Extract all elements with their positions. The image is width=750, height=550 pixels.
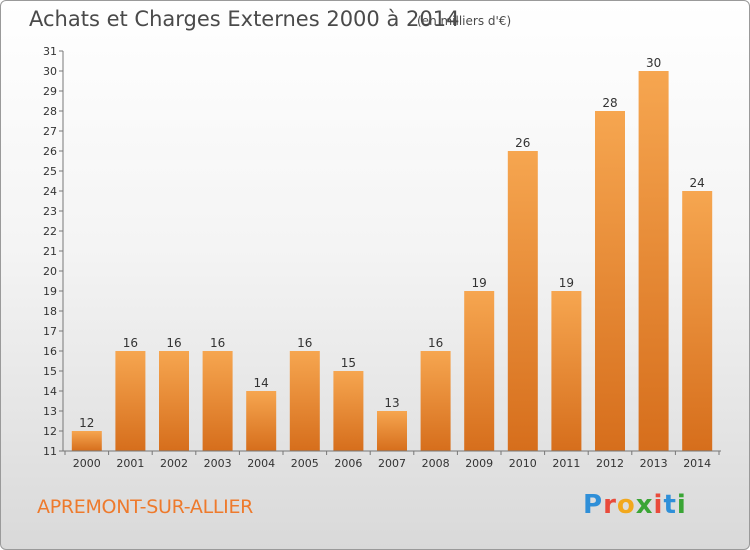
y-tick-label: 16 <box>43 345 57 358</box>
x-tick-label: 2014 <box>683 457 711 470</box>
x-tick-label: 2005 <box>291 457 319 470</box>
bar <box>507 151 538 451</box>
y-tick-label: 27 <box>43 125 57 138</box>
bar-value-label: 16 <box>210 336 225 350</box>
x-tick-label: 2000 <box>73 457 101 470</box>
logo-letter: o <box>616 490 636 520</box>
bar-value-label: 28 <box>602 96 617 110</box>
bar <box>551 291 582 451</box>
y-tick-label: 19 <box>43 285 57 298</box>
bar-value-label: 26 <box>515 136 530 150</box>
x-tick-label: 2009 <box>465 457 493 470</box>
x-tick-label: 2003 <box>204 457 232 470</box>
bar-value-label: 13 <box>384 396 399 410</box>
bar <box>420 351 451 451</box>
x-tick-label: 2011 <box>552 457 580 470</box>
bar <box>377 411 407 451</box>
bar <box>246 391 277 451</box>
chart-title: Achats et Charges Externes 2000 à 2014 <box>29 7 460 31</box>
y-tick-label: 21 <box>43 245 57 258</box>
bar <box>115 351 146 451</box>
bar-value-label: 14 <box>254 376 269 390</box>
y-tick-label: 23 <box>43 205 57 218</box>
x-tick-label: 2012 <box>596 457 624 470</box>
y-tick-label: 26 <box>43 145 57 158</box>
y-tick-label: 11 <box>43 445 57 458</box>
chart-unit: (en milliers d'€) <box>417 14 512 28</box>
bar-value-label: 19 <box>472 276 487 290</box>
y-tick-label: 13 <box>43 405 57 418</box>
y-tick-label: 22 <box>43 225 57 238</box>
bar-value-label: 24 <box>690 176 705 190</box>
city-name: APREMONT-SUR-ALLIER <box>37 496 254 518</box>
y-tick-label: 20 <box>43 265 57 278</box>
logo-letter: t <box>663 490 677 520</box>
logo-letter: r <box>603 490 617 520</box>
logo-letter: i <box>676 490 687 520</box>
x-tick-label: 2001 <box>116 457 144 470</box>
bar <box>289 351 320 451</box>
bar <box>202 351 233 451</box>
y-tick-label: 12 <box>43 425 57 438</box>
proxiti-logo[interactable]: Proxiti <box>583 490 687 520</box>
bar-value-label: 19 <box>559 276 574 290</box>
x-tick-label: 2004 <box>247 457 275 470</box>
y-tick-label: 14 <box>43 385 57 398</box>
y-tick-label: 28 <box>43 105 57 118</box>
x-tick-label: 2008 <box>422 457 450 470</box>
bar <box>638 71 669 451</box>
x-tick-label: 2006 <box>334 457 362 470</box>
x-tick-label: 2010 <box>509 457 537 470</box>
bar-value-label: 16 <box>428 336 443 350</box>
x-axis: 2000 2001 2002 2003 2004 2005 2006 2007 2008 2009… <box>63 450 721 470</box>
bar <box>464 291 495 451</box>
y-tick-label: 25 <box>43 165 57 178</box>
logo-letter: i <box>653 490 664 520</box>
y-axis: 11 12 13 14 15 16 17 18 19 20 21 22 23 24 25 26 27 28 29 30… <box>43 45 64 458</box>
bar <box>682 191 713 451</box>
bar-value-label: 12 <box>79 416 94 430</box>
x-tick-label: 2002 <box>160 457 188 470</box>
y-tick-label: 29 <box>43 85 57 98</box>
bar-value-label: 16 <box>123 336 138 350</box>
bar <box>595 111 625 451</box>
logo-letter: x <box>635 490 654 520</box>
bar-value-label: 16 <box>166 336 181 350</box>
logo-letter: P <box>583 490 604 520</box>
bar <box>333 371 364 451</box>
x-tick-label: 2013 <box>640 457 668 470</box>
bars-group: 12 16 16 16 14 16 15 13 16 19 26 19 28 30 24 <box>71 56 713 451</box>
y-tick-label: 15 <box>43 365 57 378</box>
bar-value-label: 16 <box>297 336 312 350</box>
bar-value-label: 30 <box>646 56 661 70</box>
y-tick-label: 30 <box>43 65 57 78</box>
y-tick-label: 24 <box>43 185 57 198</box>
y-tick-label: 18 <box>43 305 57 318</box>
y-tick-label: 31 <box>43 45 57 58</box>
x-tick-label: 2007 <box>378 457 406 470</box>
bar <box>159 351 189 451</box>
y-tick-label: 17 <box>43 325 57 338</box>
bar <box>71 431 102 451</box>
bar-value-label: 15 <box>341 356 356 370</box>
